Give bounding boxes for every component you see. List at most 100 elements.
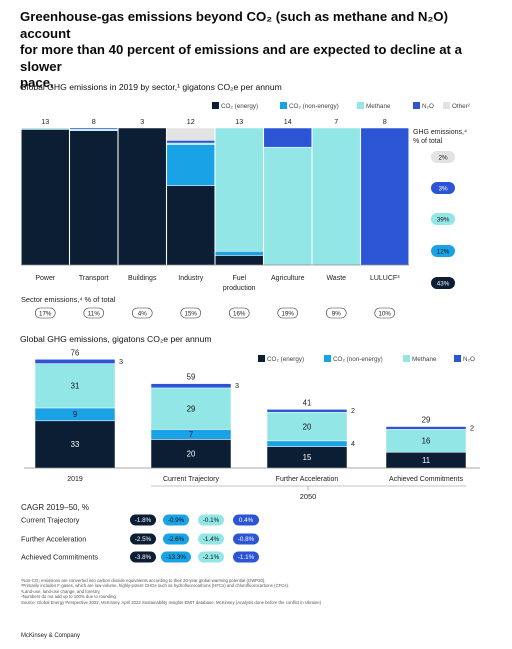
category-label: Transport [79,275,109,282]
bar-segment [69,130,118,266]
bar-total-label: 29 [422,416,431,425]
bar-total-label: 8 [383,117,387,126]
footnote: ²Primarily includes F-gases, which are l… [21,583,290,589]
cagr-pill [198,514,224,526]
emissions-share-pill [431,213,455,225]
bar-segment [215,127,264,252]
emissions-share-pill [431,182,455,194]
sector-share-pill [228,307,250,319]
bar-segment [150,387,232,430]
cagr-value: -1.4% [203,536,220,543]
cagr-pill [233,551,259,563]
sector-share-pill [374,307,396,319]
headline-line-2: for more than 40 percent of emissions an… [20,42,462,74]
cagr-value: 0.4% [239,517,254,524]
category-label: production [223,285,256,292]
sector-share-pill [34,307,56,319]
bar-segment [69,127,118,130]
bar-total-label: 7 [334,117,338,126]
bar-segment [385,426,467,430]
bar-total-label: 3 [140,117,144,126]
legend-swatch [403,355,410,362]
cagr-title: CAGR 2019–50, % [21,503,89,512]
legend-swatch [258,355,265,362]
bar-segment [34,359,116,364]
cagr-value: -13.3% [166,554,186,561]
legend-swatch [357,102,364,109]
bar-segment [34,420,116,469]
group-label: 2050 [300,492,316,501]
cagr-value: -2.5% [135,536,152,543]
cagr-row-label: Current Trajectory [21,516,80,525]
category-label: LULUCF³ [370,275,400,282]
cagr-value: -2.1% [203,554,220,561]
segment-value-label: 15 [303,453,312,462]
n2o-value-label: 3 [119,357,123,366]
cagr-pill [233,514,259,526]
headline-line-1: Greenhouse-gas emissions beyond CO₂ (suc… [20,9,448,41]
segment-value-label: 31 [71,382,80,391]
segment-value-label: 11 [422,456,430,465]
bar-segment [21,127,70,130]
sector-share-value: 17% [39,311,52,318]
bar-segment [166,127,215,141]
footnote-source: Source: Global Energy Perspective 2022, … [21,599,322,605]
emissions-share-pill [431,245,455,257]
legend-label: Other² [452,103,470,110]
headline: Greenhouse-gas emissions beyond CO₂ (suc… [20,9,490,92]
footnote: ³Land-use, land-use change, and forestry… [21,588,101,594]
sector-share-value: 9% [332,311,341,318]
bar-segment [150,439,232,469]
legend-swatch [413,102,420,109]
legend-label: CO₂ (energy) [221,103,258,110]
cagr-pill [163,533,189,545]
emissions-chart-title: Global GHG emissions, gigatons CO₂e per … [20,334,212,344]
bar-segment [266,440,348,447]
bar-segment [360,127,409,266]
category-label: Current Trajectory [163,476,220,483]
emissions-share-value: 3% [438,185,448,192]
cagr-value: -2.6% [168,536,185,543]
footnote: ¹Non-CO₂ emissions are converted into ca… [21,578,266,583]
bar-segment [150,383,232,389]
footnotes: ¹Non-CO₂ emissions are converted into ca… [21,578,491,605]
segment-value-label: 20 [303,422,312,431]
n2o-value-label: 2 [470,423,474,432]
category-label: Fuel [232,275,246,282]
sector-share-value: 19% [282,311,295,318]
cagr-pill [198,533,224,545]
segment-value-label: 20 [187,450,196,459]
cagr-row-label: Achieved Commitments [21,553,98,562]
n2o-value-label: 2 [351,406,355,415]
bar-segment [166,185,215,266]
footnote: ⁴Numbers do not add up to 100% due to ro… [21,594,117,600]
category-label: Agriculture [271,275,305,282]
sector-share-pill [325,307,347,319]
category-label: 2019 [67,476,83,483]
bar-total-label: 13 [41,117,49,126]
cagr-value: -0.8% [238,536,255,543]
segment-value-label: 7 [189,430,193,439]
cagr-value: -0.9% [168,517,185,524]
segment-value-label: 9 [73,410,77,419]
segment-value-label: 29 [187,404,196,413]
cagr-pill [130,551,156,563]
emissions-share-value: 43% [437,280,450,287]
bar-total-label: 14 [284,117,292,126]
sector-share-value: 10% [379,311,392,318]
legend-label: Methane [412,356,437,363]
segment-value-label: 4 [351,439,355,448]
sector-share-value: 4% [138,311,147,318]
sector-share-value: 16% [233,311,246,318]
cagr-row-label: Further Acceleration [21,535,86,544]
cagr-pill [130,514,156,526]
legend-swatch [324,355,331,362]
bar-total-label: 12 [187,117,195,126]
sector-share-title: Sector emissions,⁴ % of total [21,295,116,304]
bar-segment [312,127,361,266]
cagr-value: -1.8% [135,517,152,524]
cagr-pill [233,533,259,545]
sector-share-pill [83,307,105,319]
cagr-pill [198,551,224,563]
